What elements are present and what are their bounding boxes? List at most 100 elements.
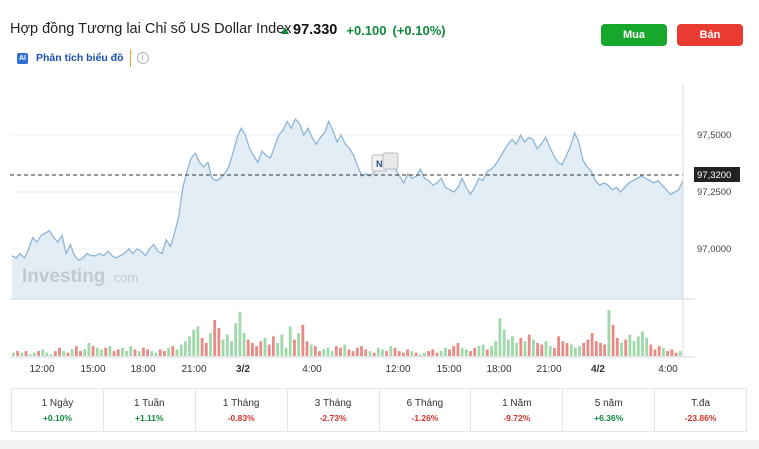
volume-bar	[410, 351, 414, 356]
volume-bar	[385, 351, 388, 356]
period-label: 1 Tháng	[222, 398, 260, 409]
volume-bar	[79, 351, 82, 356]
volume-bar	[511, 336, 514, 356]
volume-bar	[284, 347, 288, 356]
volume-bar	[313, 346, 317, 356]
y-axis: 97,5000 97,2500 97,0000	[697, 130, 731, 255]
period-1-day[interactable]: 1 Ngày +0.10%	[12, 389, 104, 431]
volume-bar	[280, 334, 284, 356]
period-3-months[interactable]: 3 Tháng -2.73%	[288, 389, 380, 431]
volume-bar	[347, 349, 351, 356]
volume-bar	[305, 341, 309, 356]
watermark-text: Investing	[22, 266, 105, 287]
x-tick-label: 12:00	[385, 364, 410, 375]
volume-bar	[20, 352, 24, 356]
volume-bar	[175, 349, 179, 356]
instrument-header: Hợp đồng Tương lai Chỉ số US Dollar Inde…	[10, 20, 749, 44]
volume-bar	[444, 347, 447, 356]
volume-bar	[183, 341, 187, 356]
y-tick-label: 97,2500	[697, 187, 731, 198]
period-change: +0.10%	[42, 413, 72, 423]
volume-bar	[452, 346, 456, 356]
period-label: 6 Tháng	[406, 398, 444, 409]
x-tick-label: 3/2	[236, 364, 250, 375]
period-1-year[interactable]: 1 Năm -9.72%	[471, 389, 564, 431]
volume-bar	[179, 344, 183, 356]
buy-button[interactable]: Mua	[601, 24, 667, 46]
period-5-years[interactable]: 5 năm +6.36%	[563, 389, 656, 431]
volume-bar	[334, 346, 338, 356]
volume-bar	[540, 344, 544, 356]
volume-bar	[389, 346, 393, 356]
arrow-up-icon	[281, 26, 289, 34]
volume-bar	[402, 352, 405, 356]
period-max[interactable]: T.đa -23.86%	[655, 389, 746, 431]
volume-bar	[24, 351, 28, 356]
volume-bar	[293, 339, 296, 356]
volume-bar	[171, 346, 175, 356]
last-price: 97.330	[293, 22, 338, 38]
volume-bar	[553, 347, 556, 356]
volume-bar	[485, 349, 489, 356]
period-change: -9.72%	[503, 413, 531, 423]
volume-bar	[125, 351, 128, 356]
volume-bar	[372, 352, 376, 356]
volume-bar	[322, 349, 326, 356]
volume-bar	[288, 326, 292, 356]
period-6-months[interactable]: 6 Tháng -1.26%	[380, 389, 472, 431]
volume-bar	[506, 339, 510, 356]
period-label: 1 Năm	[502, 398, 532, 409]
news-marker[interactable]: N	[371, 152, 399, 172]
volume-bar	[87, 342, 91, 356]
volume-bar	[641, 331, 644, 356]
volume-bars	[12, 310, 682, 356]
volume-bar	[460, 347, 464, 356]
info-icon[interactable]: i	[136, 52, 149, 64]
volume-bar	[91, 346, 95, 356]
volume-bar	[74, 346, 78, 356]
volume-bar	[167, 347, 170, 356]
volume-bar	[360, 346, 363, 356]
x-tick-label: 4:00	[302, 364, 322, 375]
volume-bar	[108, 346, 112, 356]
volume-bar	[37, 351, 40, 356]
volume-bar	[225, 334, 229, 356]
volume-bar	[565, 342, 569, 356]
volume-bar	[657, 346, 661, 356]
volume-bar	[33, 352, 36, 356]
volume-bar	[368, 351, 372, 356]
volume-bar	[330, 351, 334, 356]
price-chart[interactable]: Investing .com N 97,5000 97,2500 97,0000 9…	[0, 85, 759, 385]
period-label: 1 Ngày	[41, 398, 74, 409]
volume-bar	[112, 351, 116, 356]
price-block: 97.330 +0.100 (+0.10%)	[281, 22, 452, 38]
chart-analysis-link[interactable]: AI Phân tích biểu đồ i	[13, 49, 149, 67]
volume-bar	[502, 329, 506, 356]
volume-bar	[448, 349, 451, 356]
volume-bar	[70, 349, 74, 356]
x-axis: 12:00 15:00 18:00 21:00 3/2 4:00 12:00 15:00 18:…	[29, 364, 678, 375]
volume-bar	[666, 351, 669, 356]
volume-bar	[343, 344, 347, 356]
volume-bar	[49, 354, 53, 356]
period-1-month[interactable]: 1 Tháng -0.83%	[196, 389, 288, 431]
volume-bar	[423, 352, 426, 356]
period-change: -0.83%	[227, 413, 255, 423]
period-1-week[interactable]: 1 Tuần +1.11%	[104, 389, 196, 431]
period-label: 5 năm	[594, 398, 623, 409]
x-tick-label: 21:00	[181, 364, 206, 375]
volume-bar	[519, 337, 523, 356]
volume-bar	[16, 351, 19, 356]
volume-bar	[309, 344, 313, 356]
volume-bar	[62, 351, 66, 356]
sell-button[interactable]: Bán	[677, 24, 743, 46]
period-label: 3 Tháng	[314, 398, 352, 409]
volume-bar	[154, 352, 158, 356]
volume-bar	[133, 349, 137, 356]
volume-bar	[137, 351, 141, 356]
x-tick-label: 15:00	[436, 364, 461, 375]
volume-bar	[649, 344, 653, 356]
volume-bar	[213, 319, 217, 356]
volume-bar	[100, 349, 103, 356]
volume-bar	[574, 347, 577, 356]
